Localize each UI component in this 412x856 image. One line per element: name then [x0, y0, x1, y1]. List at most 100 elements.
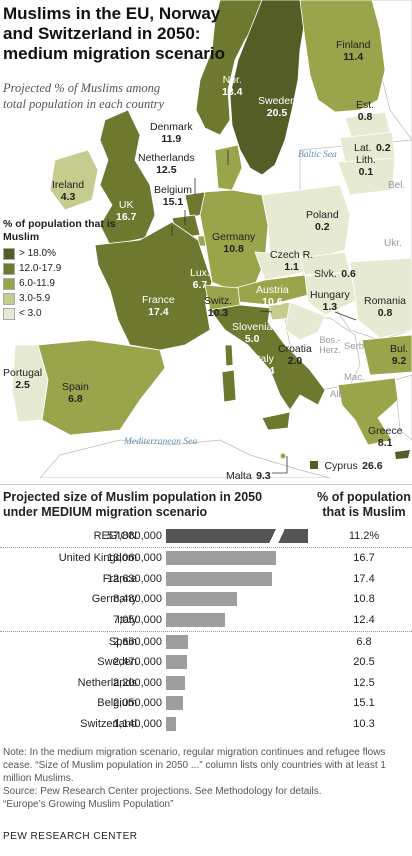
table-row: Italy 7,050,000 12.4	[0, 610, 412, 630]
label-ireland-name: Ireland	[52, 179, 85, 191]
brand-name: PEW RESEARCH CENTER	[3, 831, 138, 842]
label-croatia-value: 2.0	[287, 354, 303, 367]
label-lithuania-name: Lith.	[356, 154, 376, 166]
legend-label: < 3.0	[19, 308, 42, 319]
row-population: 8,480,000	[113, 593, 162, 605]
label-poland-value: 0.2	[315, 220, 330, 233]
country-lithuania	[337, 157, 396, 196]
row-bar	[166, 529, 308, 543]
row-pct: 10.3	[353, 717, 375, 730]
legend-item: 6.0-11.9	[3, 278, 55, 290]
legend-swatch	[3, 278, 15, 290]
row-bar	[166, 655, 187, 669]
label-germany-name: Germany	[212, 231, 256, 243]
country-bulgaria	[361, 334, 412, 376]
legend-swatch	[3, 263, 15, 275]
row-country: Netherlands	[77, 676, 137, 689]
legend-item: 3.0-5.9	[3, 293, 50, 305]
label-bosnia: Bos.-Herz.	[319, 335, 341, 355]
label-austria-name: Austria	[256, 284, 289, 296]
label-slovakia-value: 0.6	[341, 268, 356, 280]
country-greece	[337, 377, 399, 446]
label-croatia: Croatia 2.0	[278, 343, 312, 367]
note-text: Note: In the medium migration scenario, …	[3, 747, 386, 784]
label-hungary-value: 1.3	[322, 300, 338, 313]
label-portugal-name: Portugal	[3, 367, 43, 379]
label-luxembourg-name: Lux.	[190, 267, 210, 279]
label-serbia: Serb.	[344, 341, 367, 352]
label-czech: Czech R. 1.1	[270, 249, 313, 273]
label-finland-name: Finland	[336, 39, 371, 51]
label-latvia-name: Lat.	[354, 142, 372, 154]
label-austria-value: 10.6	[262, 295, 283, 308]
legend-swatch	[3, 293, 15, 305]
label-france-name: France	[142, 294, 175, 306]
country-finland	[299, 0, 386, 113]
row-bar	[166, 571, 272, 586]
label-germany: Germany 10.8	[212, 231, 256, 255]
row-bar	[166, 551, 276, 565]
table-separator	[0, 630, 412, 632]
country-ireland	[49, 149, 99, 211]
label-ireland-value: 4.3	[60, 190, 76, 203]
row-country: Germany	[91, 593, 137, 605]
country-italy-sardinia	[221, 369, 237, 403]
label-luxembourg-value: 6.7	[192, 278, 208, 291]
row-country: Belgium	[97, 697, 137, 709]
label-poland-name: Poland	[306, 209, 339, 221]
label-estonia-name: Est.	[356, 99, 375, 111]
cyprus-swatch	[310, 461, 318, 469]
label-estonia: Est. 0.8	[356, 99, 375, 123]
label-belgium-name: Belgium	[154, 184, 192, 196]
label-croatia-name: Croatia	[278, 343, 312, 355]
row-country: Spain	[108, 635, 137, 648]
country-france	[94, 221, 213, 351]
row-population: 57,880,000	[106, 530, 162, 542]
table-row: France 12,630,000 17.4	[0, 569, 412, 589]
row-pct: 12.4	[353, 613, 375, 626]
table-row-region: REGION 57,880,000 11.2%	[0, 526, 412, 546]
row-population: 13,060,000	[106, 552, 162, 564]
row-bar	[166, 592, 237, 606]
label-uk: UK 16.7	[116, 199, 136, 223]
label-norway: Nor. 13.4	[222, 74, 242, 98]
land-africa	[39, 439, 331, 478]
legend-label: > 18.0%	[19, 248, 56, 259]
label-germany-value: 10.8	[223, 242, 244, 255]
legend-swatch	[3, 308, 15, 320]
country-sweden	[229, 0, 306, 176]
label-italy: Italy 12.4	[254, 353, 274, 377]
page-title: Muslims in the EU, Norway and Switzerlan…	[3, 4, 225, 63]
label-poland: Poland 0.2	[306, 209, 339, 233]
row-population: 2,660,000	[113, 635, 162, 648]
label-norway-name: Nor.	[222, 74, 242, 86]
row-population: 2,470,000	[113, 656, 162, 668]
label-uk-name: UK	[118, 199, 134, 211]
table-separator	[0, 547, 412, 548]
row-population: 1,140,000	[113, 717, 162, 730]
table-row: Germany 8,480,000 10.8	[0, 589, 412, 609]
label-czech-value: 1.1	[284, 260, 299, 273]
label-lithuania-value: 0.1	[358, 165, 374, 178]
label-finland: Finland 11.4	[336, 39, 371, 63]
legend-title: % of population that is Muslim	[3, 218, 116, 243]
row-bar	[166, 716, 176, 731]
label-malta-name: Malta	[226, 470, 252, 482]
label-portugal-value: 2.5	[15, 378, 30, 391]
table-pct-heading: % of population that is Muslim	[317, 490, 411, 519]
label-switzerland-name: Switz.	[204, 295, 233, 307]
label-greece: Greece 8.1	[368, 425, 402, 449]
label-spain-value: 6.8	[68, 392, 83, 405]
legend-swatch	[3, 248, 15, 260]
table-row: Switzerland 1,140,000 10.3	[0, 714, 412, 734]
label-belarus: Bel.	[388, 180, 406, 191]
label-mediterranean-sea: Mediterranean Sea	[124, 437, 198, 447]
label-bulgaria: Bul. 9.2	[390, 343, 408, 367]
row-population: 2,200,000	[113, 676, 162, 689]
label-albania: Alb.	[330, 389, 347, 400]
label-cyprus-name: Cyprus	[324, 460, 358, 472]
row-country: Sweden	[97, 656, 137, 668]
report-text: “Europe’s Growing Muslim Population”	[3, 799, 174, 810]
page-subtitle: Projected % of Muslims among total popul…	[3, 81, 165, 111]
label-netherlands: Netherlands 12.5	[138, 152, 195, 176]
